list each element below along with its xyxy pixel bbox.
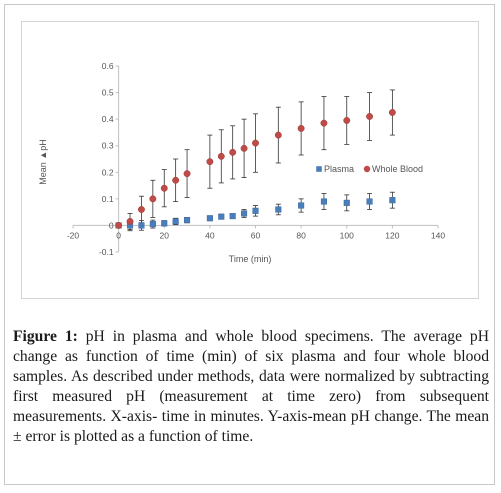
whole-blood-point (115, 221, 123, 229)
whole-blood-point (160, 184, 168, 192)
x-tick-label: -20 (67, 230, 80, 240)
whole-blood-point (217, 152, 225, 160)
whole-blood-point (126, 217, 134, 225)
whole-blood-point (137, 206, 145, 213)
figure-caption: Figure 1: pH in plasma and whole blood s… (13, 327, 489, 447)
whole-blood-point (343, 117, 351, 124)
plasma-point (275, 206, 282, 213)
whole-blood-point (229, 148, 237, 156)
y-tick-label: 0.2 (102, 167, 114, 177)
x-axis-title: Time (min) (229, 254, 272, 264)
plasma-point (229, 213, 236, 220)
plasma-point (161, 220, 168, 227)
plasma-point (149, 221, 156, 228)
y-tick-label: 0.5 (102, 88, 114, 98)
plasma-point (218, 213, 225, 220)
plasma-point (320, 198, 327, 205)
plasma-point (172, 218, 179, 225)
plasma-point (343, 199, 350, 206)
figure-frame: -0.1 0 0.1 0.2 0.3 0.4 0.5 0.6 -20 0 20 40 60 80 100 12… (4, 4, 495, 485)
whole-blood-point (252, 139, 259, 147)
y-tick-label: 0.1 (102, 194, 114, 204)
x-tick-label: 80 (296, 230, 306, 240)
x-tick-label: 60 (251, 230, 261, 240)
legend-plasma-marker (316, 166, 322, 172)
whole-blood-point (172, 176, 180, 184)
ph-scatter-chart: -0.100.10.20.30.40.50.6-20 0 20 40 60 80 100 12… (38, 61, 445, 264)
whole-blood-point (297, 124, 305, 132)
x-tick-label: 120 (385, 230, 399, 240)
whole-blood-point (366, 113, 374, 120)
plasma-point (138, 222, 145, 229)
plasma-point (184, 217, 191, 224)
plasma-point (298, 202, 305, 209)
legend-whole-blood-marker (363, 165, 371, 173)
x-tick-label: 40 (205, 230, 215, 240)
legend-whole-blood-label: Whole Blood (372, 164, 423, 174)
whole-blood-point (149, 195, 157, 203)
x-tick-label: 140 (431, 230, 445, 240)
plasma-point (366, 198, 373, 205)
caption-text: pH in plasma and whole blood specimens. … (13, 328, 489, 445)
y-tick-label: -0.1 (99, 247, 114, 257)
y-axis-title: Mean ▲pH (38, 139, 48, 184)
plasma-point (252, 207, 259, 214)
whole-blood-point (206, 158, 214, 166)
whole-blood-point (183, 170, 191, 178)
whole-blood-point (388, 109, 396, 116)
x-tick-label: 100 (340, 230, 354, 240)
plasma-point (206, 215, 213, 222)
y-tick-label: 0.6 (102, 61, 114, 71)
y-tick-label: 0 (109, 220, 114, 230)
whole-blood-point (240, 144, 248, 152)
legend-plasma-label: Plasma (324, 164, 354, 174)
whole-blood-point (274, 131, 282, 139)
plasma-point (389, 197, 396, 204)
whole-blood-point (320, 119, 328, 127)
plasma-point (241, 210, 248, 217)
x-tick-label: 0 (116, 230, 121, 240)
chart-area: -0.1 0 0.1 0.2 0.3 0.4 0.5 0.6 -20 0 20 40 60 80 100 12… (21, 21, 479, 299)
x-tick-label: 20 (160, 230, 170, 240)
caption-label: Figure 1: (13, 328, 78, 345)
y-tick-label: 0.3 (102, 141, 114, 151)
y-tick-label: 0.4 (102, 114, 114, 124)
